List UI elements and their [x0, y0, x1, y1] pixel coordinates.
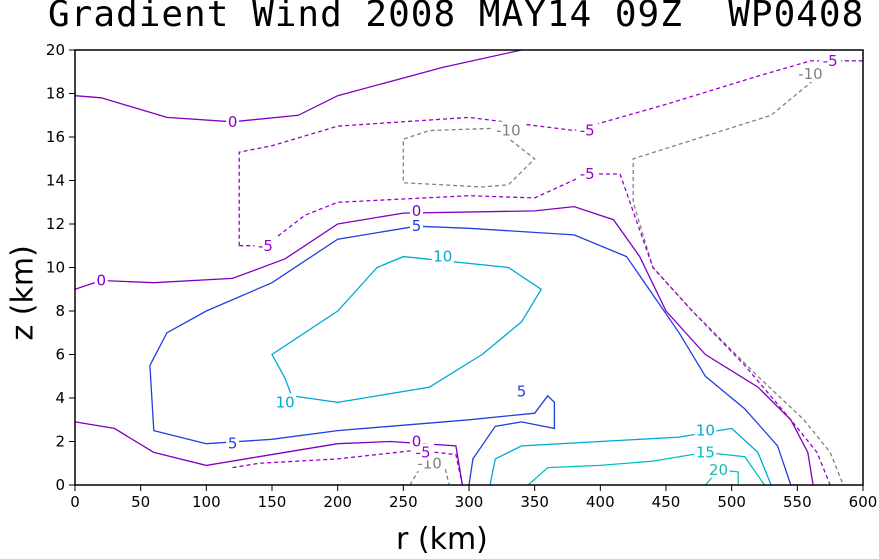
contour-label: 5 — [228, 435, 238, 453]
contour-line-neg5 — [232, 449, 464, 486]
contour-line-neg10 — [402, 127, 536, 188]
contour-label-bg — [576, 164, 599, 182]
contour-label-bg — [226, 434, 240, 452]
contour-label-bg — [794, 64, 826, 82]
contour-label-bg — [515, 382, 529, 400]
contour-label-bg — [492, 121, 524, 139]
contour-line-5 — [149, 225, 792, 486]
x-tick-label: 350 — [520, 493, 549, 511]
x-tick-label: 0 — [70, 493, 80, 511]
contour-label-bg — [409, 201, 423, 219]
x-tick-label: 200 — [323, 493, 352, 511]
contour-label-bg — [409, 432, 423, 450]
contour-label: -5 — [258, 237, 273, 255]
contour-line-0 — [74, 49, 522, 123]
contour-line-neg5 — [238, 60, 863, 246]
contour-label: 15 — [696, 443, 715, 461]
y-tick-label: 10 — [46, 259, 65, 277]
contour-line-neg10 — [632, 71, 844, 486]
x-tick-label: 400 — [586, 493, 615, 511]
x-tick-label: 300 — [455, 493, 484, 511]
y-tick-label: 8 — [55, 302, 65, 320]
contour-label: 0 — [96, 272, 106, 290]
contour-label: 0 — [412, 433, 422, 451]
contour-label: -10 — [496, 121, 521, 139]
contour-label-bg — [431, 247, 454, 265]
contour-label-bg — [694, 421, 717, 439]
contour-lines — [74, 49, 863, 486]
contour-label: -10 — [798, 65, 823, 83]
contour-line-0 — [74, 205, 814, 486]
x-tick-label: 150 — [258, 493, 287, 511]
x-tick-label: 50 — [131, 493, 150, 511]
contour-label-bg — [274, 393, 297, 411]
contour-label: 0 — [412, 202, 422, 220]
x-tick-label: 550 — [783, 493, 812, 511]
x-tick-label: 500 — [717, 493, 746, 511]
contour-label: 0 — [228, 113, 238, 131]
x-axis-label: r (km) — [396, 522, 488, 557]
x-tick-label: 100 — [192, 493, 221, 511]
y-tick-label: 4 — [55, 389, 65, 407]
y-tick-label: 18 — [46, 85, 65, 103]
y-tick-label: 16 — [46, 128, 65, 146]
x-tick-label: 450 — [652, 493, 681, 511]
contour-label-bg — [707, 460, 730, 478]
contour-line-10 — [489, 427, 772, 486]
contour-label: -5 — [580, 121, 595, 139]
contour-line-neg5 — [239, 173, 831, 486]
contour-label-bg — [409, 217, 423, 235]
contour-label: 5 — [517, 382, 527, 400]
y-tick-label: 12 — [46, 215, 65, 233]
y-tick-label: 14 — [46, 172, 65, 190]
contour-label-bg — [254, 236, 277, 254]
contour-label: 10 — [276, 393, 295, 411]
contour-line-0 — [74, 421, 464, 486]
contour-line-5 — [206, 394, 556, 486]
chart-title: Gradient Wind 2008 MAY14 09Z WP0408 — [48, 0, 865, 35]
y-tick-label: 6 — [55, 346, 65, 364]
x-tick-label: 600 — [849, 493, 878, 511]
contour-label: 5 — [412, 217, 422, 235]
contour-line-15 — [527, 451, 766, 486]
contour-label: -5 — [823, 52, 838, 70]
contour-label-bg — [94, 271, 108, 289]
contour-label: -5 — [580, 165, 595, 183]
contour-label-bg — [694, 443, 717, 461]
x-tick-label: 250 — [389, 493, 418, 511]
contour-line-10 — [271, 255, 543, 404]
contour-label-bg — [819, 51, 842, 69]
contour-label-bg — [576, 121, 599, 139]
contour-label: 20 — [709, 461, 728, 479]
y-tick-label: 0 — [55, 476, 65, 494]
contour-label: 10 — [696, 422, 715, 440]
axes: 0 50 100 150 200 250 300 350 400 450 500 550 6000246… — [46, 41, 877, 511]
contour-label-bg — [226, 112, 240, 130]
y-tick-label: 2 — [55, 433, 65, 451]
contour-label: 10 — [433, 248, 452, 266]
y-tick-label: 20 — [46, 41, 65, 59]
